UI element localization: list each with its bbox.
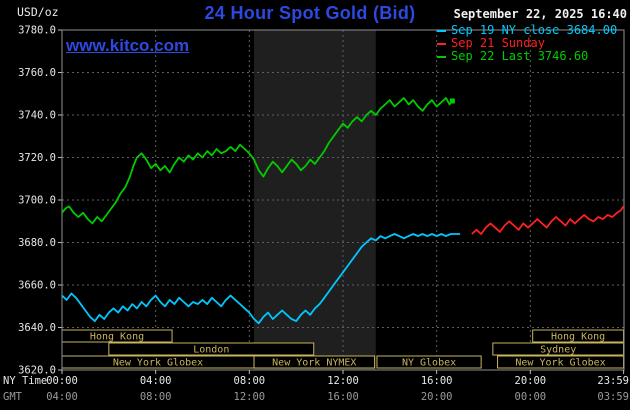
session-label: Hong Kong — [90, 332, 144, 343]
session-label: Sydney — [540, 345, 576, 356]
x-tick-label-ny-time: 04:00 — [140, 375, 172, 387]
session-label: NY Globex — [402, 358, 456, 369]
y-tick-label: 3780.0 — [18, 25, 56, 37]
legend-label: Sep 19 NY close 3684.00 — [451, 23, 618, 37]
session-label: New York Globex — [113, 358, 203, 369]
last-price-marker — [449, 98, 455, 104]
x-tick-label-ny-time: 08:00 — [234, 375, 266, 387]
legend-item: Sep 19 NY close 3684.00 — [437, 24, 617, 37]
units-label: USD/oz — [17, 5, 59, 19]
legend-line-swatch — [437, 42, 446, 45]
price-line-1 — [471, 205, 625, 235]
legend-item: Sep 21 Sunday — [437, 37, 617, 50]
legend-label: Sep 22 Last 3746.60 — [451, 49, 589, 63]
y-tick-label: 3620.0 — [18, 365, 56, 377]
session-label: London — [193, 345, 229, 356]
session-box — [376, 355, 482, 369]
y-tick-label: 3740.0 — [18, 110, 56, 122]
datetime-label: September 22, 2025 16:40 — [453, 7, 627, 21]
price-line-0 — [61, 233, 461, 325]
x-tick-label-gmt: 12:00 — [234, 391, 266, 403]
y-tick-label: 3760.0 — [18, 67, 56, 79]
session-label: New York NYMEX — [272, 358, 356, 369]
price-line-2 — [61, 97, 454, 225]
legend-label: Sep 21 Sunday — [451, 36, 545, 50]
gmt-axis-label: GMT — [3, 391, 22, 403]
y-tick-label: 3700.0 — [18, 195, 56, 207]
y-tick-label: 3640.0 — [18, 322, 56, 334]
chart-title: 24 Hour Spot Gold (Bid) — [204, 3, 416, 23]
x-tick-label-ny-time: 20:00 — [515, 375, 547, 387]
x-tick-label-ny-time: 16:00 — [421, 375, 453, 387]
session-label: Hong Kong — [551, 332, 605, 343]
legend-line-swatch — [437, 29, 446, 32]
legend: Sep 19 NY close 3684.00 Sep 21 Sunday Sep … — [437, 24, 617, 63]
kitco-website-link[interactable]: www.kitco.com — [66, 36, 190, 55]
x-tick-label-gmt: 16:00 — [327, 391, 359, 403]
y-tick-label: 3680.0 — [18, 237, 56, 249]
x-tick-label-gmt: 03:59 — [597, 391, 629, 403]
legend-item: Sep 22 Last 3746.60 — [437, 50, 617, 63]
x-tick-label-ny-time: 23:59 — [597, 375, 629, 387]
x-tick-label-gmt: 08:00 — [140, 391, 172, 403]
session-box — [253, 355, 376, 369]
legend-line-swatch — [437, 55, 446, 58]
y-tick-label: 3720.0 — [18, 152, 56, 164]
x-tick-label-ny-time: 12:00 — [327, 375, 359, 387]
session-box — [108, 342, 315, 356]
x-tick-label-gmt: 20:00 — [421, 391, 453, 403]
x-tick-label-gmt: 00:00 — [515, 391, 547, 403]
x-tick-label-gmt: 04:00 — [46, 391, 78, 403]
x-tick-label-ny-time: 00:00 — [46, 375, 78, 387]
ny-time-axis-label: NY Time — [3, 375, 48, 387]
session-label: New York Globex — [515, 358, 605, 369]
y-tick-label: 3660.0 — [18, 280, 56, 292]
nymex-session-band — [254, 30, 376, 370]
